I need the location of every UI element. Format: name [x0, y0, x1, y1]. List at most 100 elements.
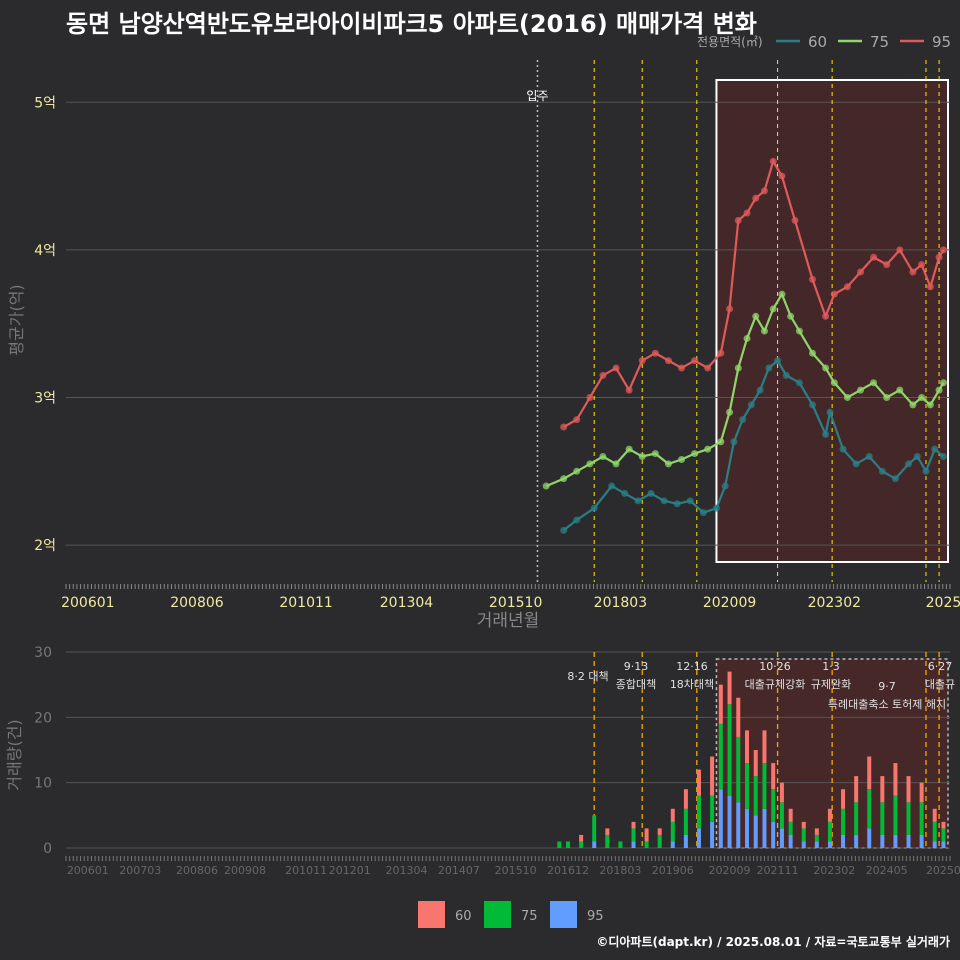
data-point-60	[660, 497, 668, 505]
x-tick-label-bottom: 201407	[438, 864, 480, 877]
volume-bar-60	[644, 828, 649, 842]
data-point-75	[743, 334, 751, 342]
data-point-60	[852, 460, 860, 468]
bar-legend-label-60: 60	[455, 909, 472, 924]
volume-bar-60	[880, 776, 885, 803]
data-point-95	[808, 275, 816, 283]
data-point-95	[822, 312, 830, 320]
y-tick-label: 3억	[34, 390, 56, 406]
volume-bar-60	[788, 808, 793, 822]
volume-bar-75	[696, 795, 701, 829]
volume-bar-60	[753, 750, 758, 777]
volume-bar-95	[753, 815, 758, 848]
legend-title: 전용면적(㎡)	[697, 35, 763, 49]
data-point-75	[870, 379, 878, 387]
data-point-60	[939, 453, 947, 461]
y-tick-label-bottom: 20	[34, 710, 52, 726]
volume-bar-60	[854, 776, 859, 803]
data-point-75	[599, 453, 607, 461]
y-tick-label-bottom: 30	[34, 645, 52, 661]
policy-date-label: 9·7	[878, 680, 896, 693]
data-point-95	[939, 246, 947, 254]
volume-bar-60	[718, 684, 723, 724]
y-tick-label-bottom: 10	[34, 776, 52, 792]
data-point-60	[931, 445, 939, 453]
x-tick-label-bottom: 201612	[547, 864, 589, 877]
volume-bar-95	[827, 841, 832, 848]
volume-bar-60	[827, 808, 832, 822]
volume-bar-95	[893, 834, 898, 848]
data-point-60	[673, 500, 681, 508]
data-point-60	[721, 482, 729, 490]
data-point-95	[573, 416, 581, 424]
data-point-75	[586, 460, 594, 468]
footer-credit: ©디아파트(dapt.kr) / 2025.08.01 / 자료=국토교통부 실…	[596, 935, 950, 949]
volume-bar-75	[557, 841, 562, 848]
data-point-60	[826, 408, 834, 416]
data-point-75	[651, 450, 659, 458]
data-point-95	[717, 349, 725, 357]
volume-bar-75	[710, 795, 715, 822]
volume-bar-95	[745, 808, 750, 848]
data-point-75	[822, 364, 830, 372]
volume-bar-60	[745, 730, 750, 764]
bar-legend-swatch-75	[484, 901, 511, 928]
data-point-95	[870, 253, 878, 261]
volume-bar-75	[579, 841, 584, 848]
data-point-75	[857, 386, 865, 394]
data-point-95	[664, 357, 672, 365]
data-point-60	[756, 386, 764, 394]
data-point-95	[791, 216, 799, 224]
x-tick-label: 200601	[61, 595, 114, 611]
data-point-75	[760, 327, 768, 335]
data-point-75	[830, 379, 838, 387]
volume-bar-75	[814, 834, 819, 842]
data-point-95	[726, 305, 734, 313]
data-point-60	[573, 516, 581, 524]
data-point-60	[782, 371, 790, 379]
data-point-75	[612, 460, 620, 468]
data-point-75	[734, 364, 742, 372]
volume-bar-75	[827, 821, 832, 842]
data-point-95	[612, 364, 620, 372]
volume-bar-95	[841, 834, 846, 848]
volume-bar-60	[906, 776, 911, 803]
data-point-95	[857, 268, 865, 276]
volume-bar-60	[710, 756, 715, 796]
x-tick-label-bottom: 20250	[926, 864, 960, 877]
x-tick-label-bottom: 201304	[386, 864, 428, 877]
data-point-95	[651, 349, 659, 357]
data-point-95	[704, 364, 712, 372]
data-point-60	[765, 364, 773, 372]
volume-bar-75	[727, 704, 732, 796]
volume-bar-95	[762, 808, 767, 848]
data-point-95	[625, 386, 633, 394]
data-point-95	[734, 216, 742, 224]
x-tick-label-bottom: 202302	[813, 864, 855, 877]
volume-bar-60	[579, 834, 584, 842]
volume-bar-95	[867, 828, 872, 848]
x-tick-label: 202009	[703, 595, 756, 611]
volume-bar-60	[762, 730, 767, 764]
data-point-75	[896, 386, 904, 394]
y-tick-label: 5억	[34, 95, 56, 111]
data-point-75	[542, 482, 550, 490]
volume-bar-60	[867, 756, 872, 790]
data-point-75	[560, 475, 568, 483]
volume-bar-75	[941, 828, 946, 842]
volume-bar-75	[657, 834, 662, 848]
data-point-60	[808, 401, 816, 409]
data-point-60	[699, 509, 707, 517]
data-point-75	[678, 455, 686, 463]
policy-date-label: 12·16	[676, 660, 708, 673]
volume-bar-75	[867, 789, 872, 829]
bar-legend-swatch-60	[418, 901, 445, 928]
volume-bar-75	[854, 802, 859, 835]
x-tick-label-bottom: 200601	[67, 864, 109, 877]
x-tick-label: 200806	[170, 595, 224, 611]
volume-bar-75	[919, 802, 924, 835]
data-point-75	[935, 386, 943, 394]
volume-bar-75	[788, 821, 793, 835]
y-axis-label: 평균가(억)	[7, 284, 26, 355]
